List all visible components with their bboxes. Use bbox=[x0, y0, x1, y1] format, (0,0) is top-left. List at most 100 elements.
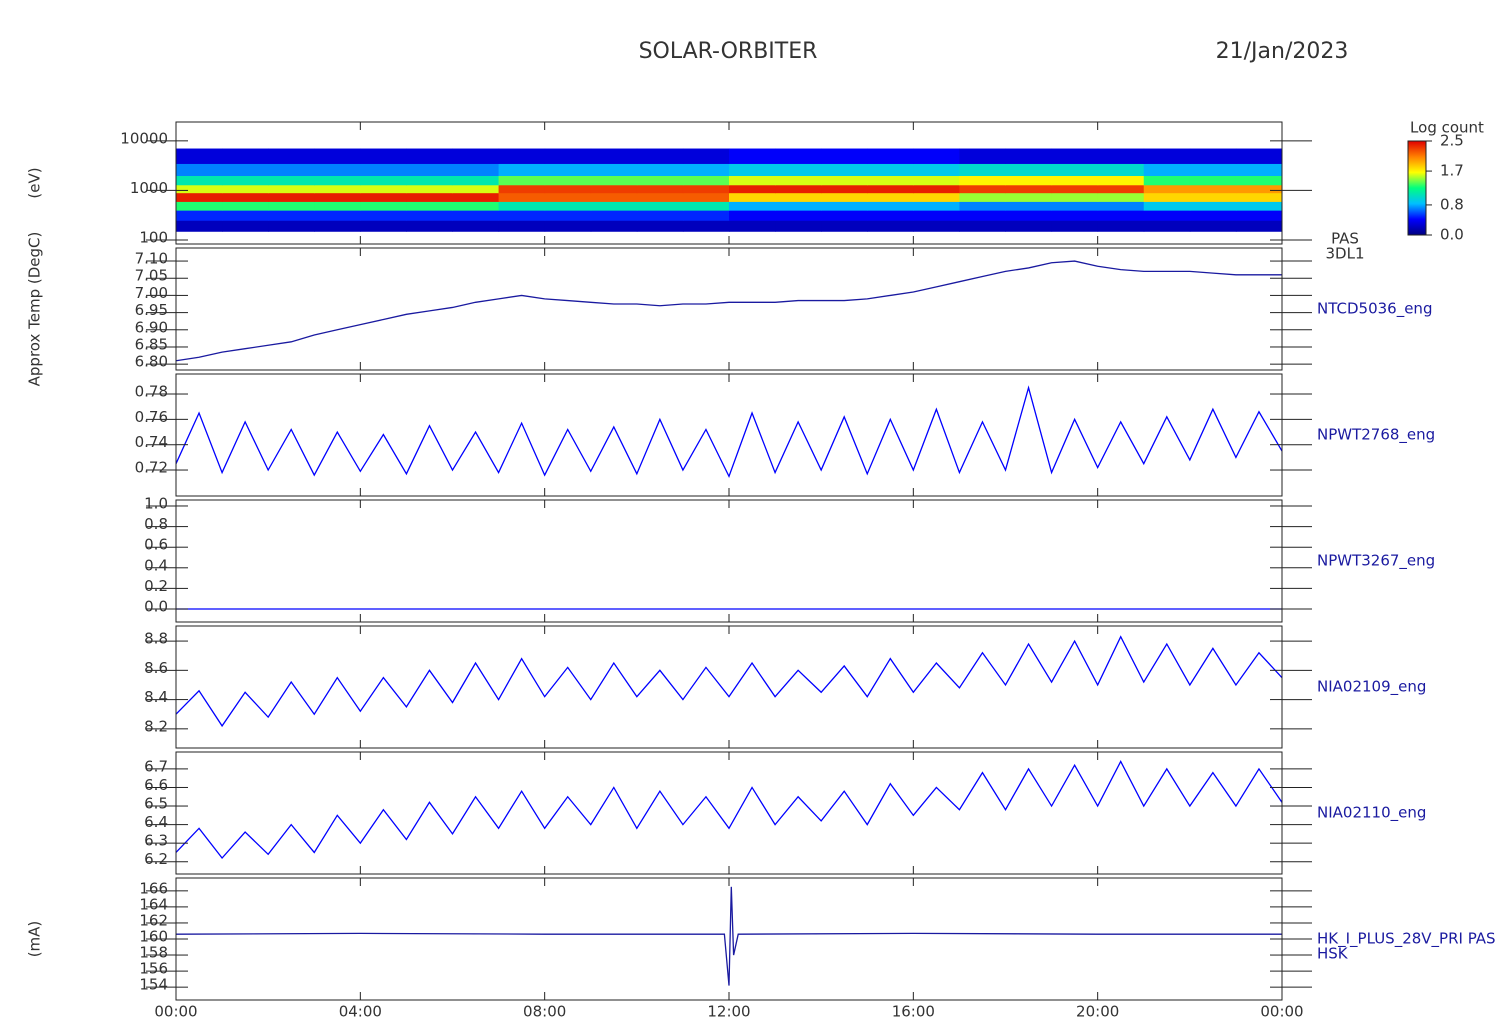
date: 21/Jan/2023 bbox=[1216, 39, 1349, 64]
heatmap-cell bbox=[1235, 201, 1283, 211]
heatmap-cell bbox=[222, 192, 269, 202]
heatmap-cell bbox=[590, 201, 638, 211]
y-tick-label: 6.5 bbox=[144, 795, 168, 813]
heatmap-cell bbox=[913, 148, 960, 164]
line bbox=[175, 760, 1283, 860]
heatmap-cell bbox=[913, 210, 960, 221]
y-tick-label: 160 bbox=[139, 928, 168, 946]
y-tick-label: 0.76 bbox=[135, 408, 168, 426]
x-tick-label: 04:00 bbox=[339, 1003, 382, 1020]
heatmap-cell bbox=[636, 175, 684, 186]
heatmap-cell bbox=[682, 220, 730, 232]
heatmap-cell bbox=[406, 220, 453, 232]
y-tick-label: 7.10 bbox=[135, 250, 168, 268]
heatmap-cell bbox=[176, 148, 223, 164]
heatmap-cell bbox=[360, 210, 407, 221]
heatmap-cell bbox=[268, 192, 315, 202]
heatmap-cell bbox=[544, 210, 592, 221]
title: SOLAR-ORBITER bbox=[639, 39, 818, 64]
heatmap-cell bbox=[1097, 201, 1145, 211]
heatmap-cell bbox=[1143, 192, 1191, 202]
heatmap-cell bbox=[452, 148, 500, 164]
heatmap-cell bbox=[729, 163, 776, 176]
heatmap-cell bbox=[314, 163, 361, 176]
heatmap-cell bbox=[913, 175, 960, 186]
heatmap-cell bbox=[1189, 220, 1237, 232]
heatmap-cell bbox=[268, 201, 315, 211]
heatmap-cell bbox=[176, 201, 223, 211]
heatmap-cell bbox=[590, 175, 638, 186]
y-tick-label: 6.80 bbox=[135, 353, 168, 371]
heatmap-cell bbox=[544, 175, 592, 186]
heatmap-cell bbox=[1189, 184, 1237, 194]
heatmap-cell bbox=[959, 175, 1006, 186]
line bbox=[175, 886, 1282, 986]
heatmap-cell bbox=[1189, 163, 1237, 176]
heatmap-cell bbox=[913, 201, 960, 211]
heatmap-cell bbox=[1005, 192, 1053, 202]
heatmap-cell bbox=[913, 184, 960, 194]
heatmap-cell bbox=[268, 210, 315, 221]
heatmap-cell bbox=[222, 175, 269, 186]
heatmap-cell bbox=[222, 163, 269, 176]
y-tick-label: 1.0 bbox=[144, 494, 168, 512]
y-tick-label: 8.4 bbox=[144, 688, 168, 706]
panel: NPWT2768_eng 0.72 0.74 0.76 0.78 bbox=[135, 373, 1435, 497]
heatmap-cell bbox=[682, 175, 730, 186]
heatmap-cell bbox=[867, 192, 914, 202]
heatmap-cell bbox=[268, 220, 315, 232]
y-tick-label: 0.2 bbox=[144, 577, 168, 595]
heatmap-cell bbox=[1005, 175, 1053, 186]
heatmap-cell bbox=[775, 192, 822, 202]
heatmap-cell bbox=[821, 210, 868, 221]
heatmap-cell bbox=[682, 184, 730, 194]
panel: NIA02109_eng 8.2 8.4 8.6 8.8 bbox=[144, 625, 1426, 749]
heatmap-cell bbox=[314, 192, 361, 202]
y-tick-label: 162 bbox=[139, 911, 168, 929]
heatmap-cell bbox=[222, 210, 269, 221]
heatmap-cell bbox=[406, 163, 453, 176]
heatmap-cell bbox=[176, 163, 223, 176]
heatmap-cell bbox=[867, 184, 914, 194]
heatmap-cell bbox=[1051, 220, 1099, 232]
heatmap-cell bbox=[867, 220, 914, 232]
x-tick-label: 00:00 bbox=[1260, 1003, 1303, 1020]
heatmap-cell bbox=[1235, 184, 1283, 194]
heatmap-cell bbox=[222, 148, 269, 164]
heatmap-cell bbox=[268, 175, 315, 186]
heatmap-cell bbox=[590, 192, 638, 202]
x-tick-label: 16:00 bbox=[892, 1003, 935, 1020]
y-tick-label: 10000 bbox=[120, 129, 168, 147]
heatmap-cell bbox=[1097, 184, 1145, 194]
heatmap-cell bbox=[821, 184, 868, 194]
heatmap-cell bbox=[360, 163, 407, 176]
heatmap-cell bbox=[406, 184, 453, 194]
heatmap-cell bbox=[682, 201, 730, 211]
panel-frame bbox=[175, 499, 1283, 623]
heatmap-cell bbox=[268, 163, 315, 176]
heatmap-cell bbox=[729, 210, 776, 221]
heatmap-cell bbox=[1143, 184, 1191, 194]
heatmap-cell bbox=[1051, 201, 1099, 211]
series-name: NPWT3267_eng bbox=[1317, 552, 1435, 571]
heatmap-cell bbox=[959, 184, 1006, 194]
heatmap-cell bbox=[1189, 148, 1237, 164]
heatmap-cell bbox=[1051, 148, 1099, 164]
heatmap-cell bbox=[544, 148, 592, 164]
heatmap-cell bbox=[775, 201, 822, 211]
heatmap-cell bbox=[1005, 220, 1053, 232]
heatmap-cell bbox=[406, 201, 453, 211]
heatmap-cell bbox=[1097, 220, 1145, 232]
y-tick-label: 6.3 bbox=[144, 832, 168, 850]
heatmap-cell bbox=[1143, 148, 1191, 164]
heatmap-cell bbox=[775, 148, 822, 164]
heatmap-cell bbox=[544, 220, 592, 232]
y-tick-label: 6.85 bbox=[135, 335, 168, 353]
panel-frame bbox=[175, 247, 1283, 371]
heatmap-cell bbox=[360, 175, 407, 186]
y-tick-label: 164 bbox=[139, 895, 168, 913]
y-tick-label: 8.6 bbox=[144, 659, 168, 677]
heatmap-cell bbox=[913, 220, 960, 232]
heatmap-cell bbox=[636, 148, 684, 164]
